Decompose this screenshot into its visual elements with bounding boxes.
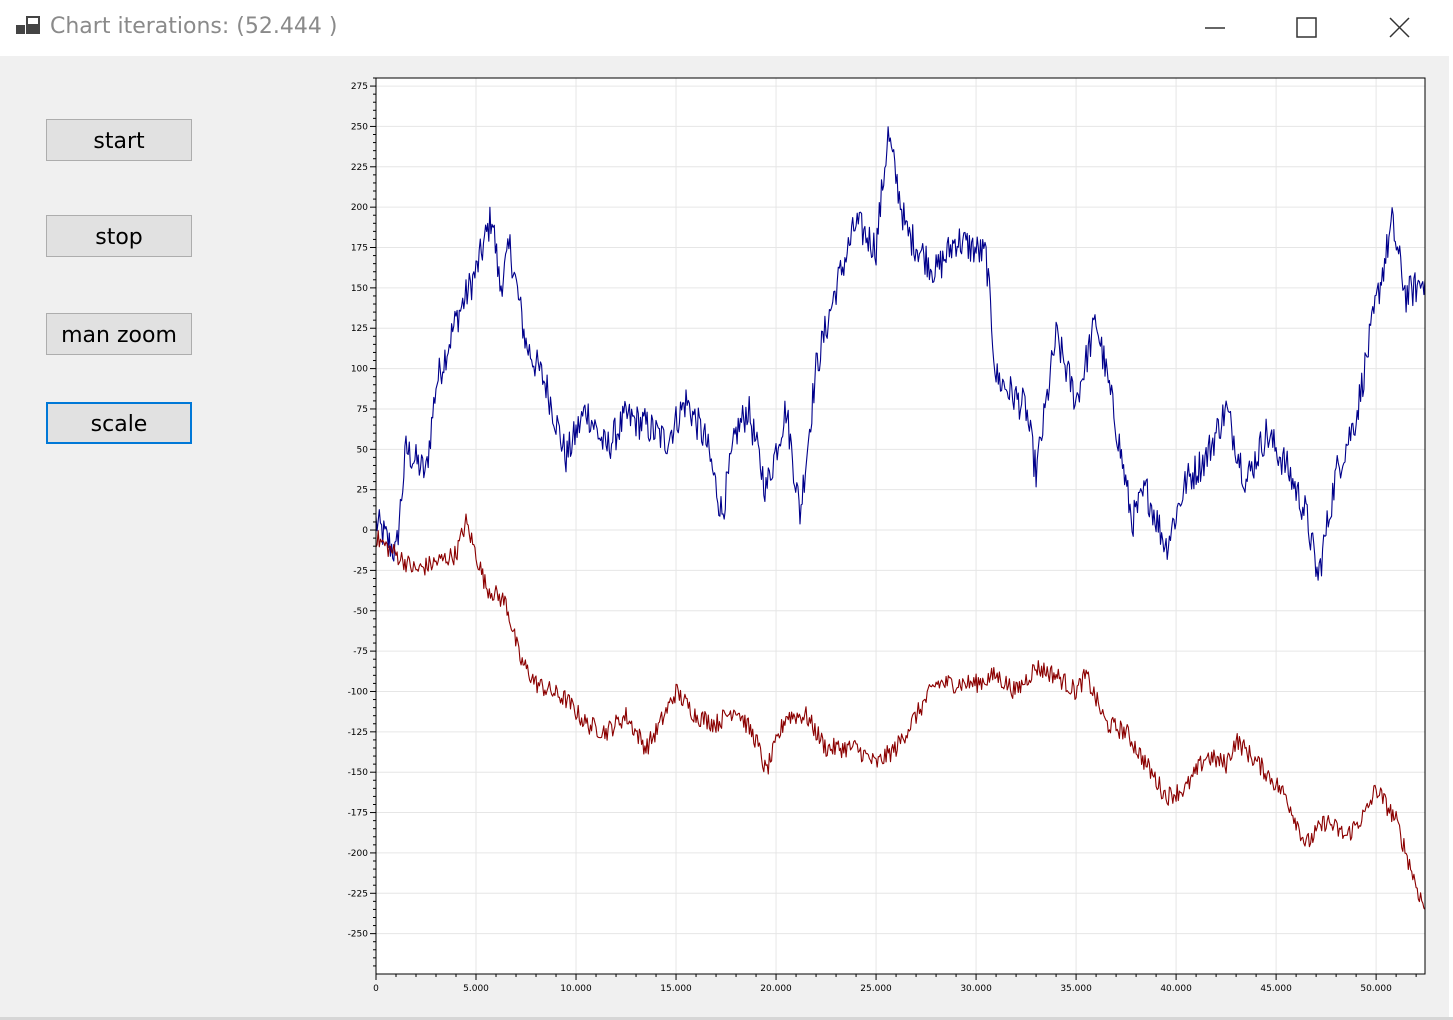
y-tick-label: 250	[351, 122, 368, 132]
y-tick-label: 75	[357, 405, 368, 415]
y-tick-label: 0	[362, 526, 368, 536]
x-tick-label: 45.000	[1260, 984, 1292, 994]
maximize-icon	[1296, 17, 1317, 38]
series-line-2	[375, 513, 1426, 910]
y-tick-label: 200	[351, 203, 368, 213]
y-tick-label: 125	[351, 324, 368, 334]
y-tick-label: -25	[353, 566, 368, 576]
y-tick-label: 25	[357, 486, 368, 496]
app-icon	[16, 16, 40, 34]
x-tick-label: 25.000	[860, 984, 892, 994]
window-right-edge	[1449, 0, 1453, 1020]
series-line-1	[375, 126, 1426, 581]
minimize-button[interactable]	[1186, 8, 1246, 48]
plot-border	[375, 77, 1426, 975]
window-title: Chart iterations: (52.444 )	[50, 14, 338, 39]
x-tick-label: 5.000	[463, 984, 489, 994]
x-tick-label: 20.000	[760, 984, 792, 994]
y-tick-label: -75	[353, 647, 368, 657]
stop-button[interactable]: stop	[46, 215, 192, 257]
plot-area	[376, 78, 1425, 974]
y-tick-label: -200	[348, 849, 369, 859]
x-tick-label: 40.000	[1160, 984, 1192, 994]
y-tick-label: 150	[351, 284, 368, 294]
title-bar[interactable]: Chart iterations: (52.444 )	[0, 0, 1453, 56]
scale-button[interactable]: scale	[46, 402, 192, 444]
x-tick-label: 0	[373, 984, 379, 994]
start-button[interactable]: start	[46, 119, 192, 161]
y-axis: 2752502252001751501251007550250-25-50-75…	[348, 77, 376, 967]
close-button[interactable]	[1370, 8, 1430, 48]
maximize-button[interactable]	[1277, 8, 1337, 48]
y-tick-label: -225	[348, 889, 368, 899]
y-tick-label: 175	[351, 244, 368, 254]
y-tick-label: -125	[348, 728, 368, 738]
y-tick-label: -250	[348, 930, 369, 940]
y-tick-label: 50	[357, 445, 369, 455]
x-tick-label: 50.000	[1360, 984, 1392, 994]
x-tick-label: 30.000	[960, 984, 992, 994]
y-tick-label: 275	[351, 82, 368, 92]
x-tick-label: 15.000	[660, 984, 692, 994]
y-tick-label: -175	[348, 809, 368, 819]
minimize-icon	[1205, 27, 1225, 29]
window-bottom-edge	[0, 1017, 1453, 1020]
x-tick-label: 10.000	[560, 984, 592, 994]
y-tick-label: 225	[351, 163, 368, 173]
man-zoom-button[interactable]: man zoom	[46, 313, 192, 355]
x-axis: 0 5.000 10.000 15.000 20.000 25.000 30.000 35.0…	[373, 974, 1417, 994]
y-tick-label: -150	[348, 768, 369, 778]
x-tick-label: 35.000	[1060, 984, 1092, 994]
close-icon	[1389, 17, 1410, 38]
y-tick-label: -100	[348, 687, 369, 697]
y-tick-label: -50	[353, 607, 368, 617]
series-layer	[375, 126, 1426, 910]
y-tick-label: 100	[351, 365, 368, 375]
